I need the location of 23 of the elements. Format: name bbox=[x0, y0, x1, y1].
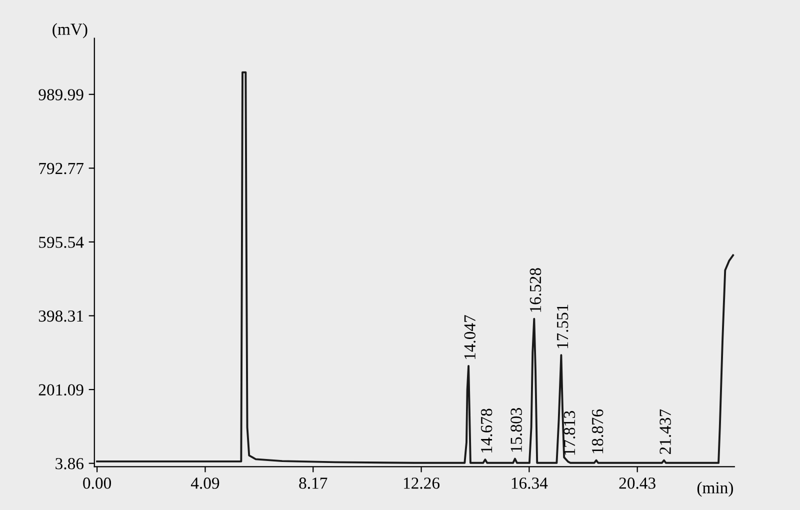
x-tick-label: 20.43 bbox=[619, 478, 656, 489]
y-axis-title: (mV) bbox=[52, 23, 88, 38]
annotation: 18.876 bbox=[592, 409, 604, 454]
x-tick-label: 12.26 bbox=[404, 478, 440, 489]
y-tick-label: 989.99 bbox=[38, 89, 84, 100]
line-series bbox=[96, 71, 734, 464]
annotation: 14.047 bbox=[464, 315, 476, 359]
x-tick-label: 0.00 bbox=[83, 478, 111, 489]
annotation: 16.528 bbox=[530, 268, 542, 312]
x-tick-label: 4.09 bbox=[190, 478, 220, 489]
y-tick-label: 3.86 bbox=[56, 458, 84, 470]
annotation: 17.551 bbox=[556, 304, 568, 348]
annotation: 21.437 bbox=[660, 409, 671, 454]
x-tick-label: 16.34 bbox=[512, 478, 548, 489]
y-tick-label: 398.31 bbox=[38, 310, 83, 322]
annotation: 17.813 bbox=[564, 411, 576, 455]
y-tick-label: 792.77 bbox=[39, 162, 84, 174]
annotation: 15.803 bbox=[510, 408, 522, 452]
x-tick-label: 8.17 bbox=[299, 478, 328, 489]
x-axis-title: (min) bbox=[697, 482, 733, 497]
annotation: 14.678 bbox=[480, 408, 492, 453]
y-tick-label: 201.09 bbox=[38, 384, 84, 396]
y-tick-label: 595.54 bbox=[39, 236, 84, 248]
